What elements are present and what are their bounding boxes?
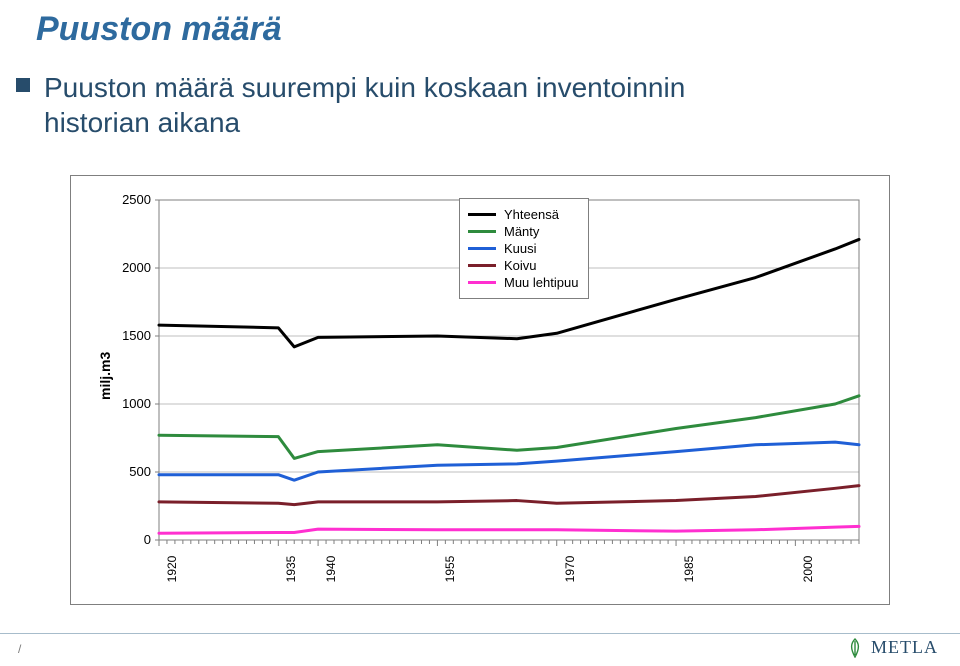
y-tick: 2000 <box>109 260 151 275</box>
x-tick: 1920 <box>165 552 179 586</box>
x-tick: 1940 <box>324 552 338 586</box>
bullet-line-1: Puuston määrä suurempi kuin koskaan inve… <box>44 70 685 105</box>
logo: METLA <box>845 637 938 658</box>
legend-label: Muu lehtipuu <box>504 275 578 290</box>
x-tick: 2000 <box>801 552 815 586</box>
y-tick: 2500 <box>109 192 151 207</box>
legend-swatch-icon <box>468 264 496 267</box>
legend-swatch-icon <box>468 213 496 216</box>
slide-title: Puuston määrä <box>36 10 282 49</box>
chart-legend: Yhteensä Mänty Kuusi Koivu Muu lehtipuu <box>459 198 589 299</box>
legend-swatch-icon <box>468 247 496 250</box>
bullet-item: Puuston määrä suurempi kuin koskaan inve… <box>16 70 685 140</box>
legend-swatch-icon <box>468 281 496 284</box>
slide: Puuston määrä Puuston määrä suurempi kui… <box>0 0 960 666</box>
x-tick: 1985 <box>682 552 696 586</box>
footer-slash: / <box>18 642 21 656</box>
legend-swatch-icon <box>468 230 496 233</box>
footer-rule <box>0 633 960 634</box>
legend-label: Yhteensä <box>504 207 559 222</box>
bullet-text: Puuston määrä suurempi kuin koskaan inve… <box>44 70 685 140</box>
x-tick: 1935 <box>284 552 298 586</box>
legend-item: Koivu <box>468 258 578 273</box>
legend-label: Kuusi <box>504 241 537 256</box>
y-tick: 1000 <box>109 396 151 411</box>
x-tick: 1955 <box>443 552 457 586</box>
y-tick: 500 <box>109 464 151 479</box>
logo-text: METLA <box>871 637 938 658</box>
bullet-line-2: historian aikana <box>44 105 685 140</box>
x-tick: 1970 <box>563 552 577 586</box>
bullet-square-icon <box>16 78 30 92</box>
title-text: Puuston määrä <box>36 10 282 48</box>
legend-label: Mänty <box>504 224 539 239</box>
legend-item: Muu lehtipuu <box>468 275 578 290</box>
legend-item: Yhteensä <box>468 207 578 222</box>
y-axis-label: milj.m3 <box>97 352 113 400</box>
legend-label: Koivu <box>504 258 537 273</box>
legend-item: Mänty <box>468 224 578 239</box>
chart-container: milj.m3 0 500 1000 1500 2000 2500 1920 1935 194… <box>70 175 890 605</box>
leaf-icon <box>845 638 865 658</box>
legend-item: Kuusi <box>468 241 578 256</box>
y-tick: 1500 <box>109 328 151 343</box>
y-tick: 0 <box>109 532 151 547</box>
